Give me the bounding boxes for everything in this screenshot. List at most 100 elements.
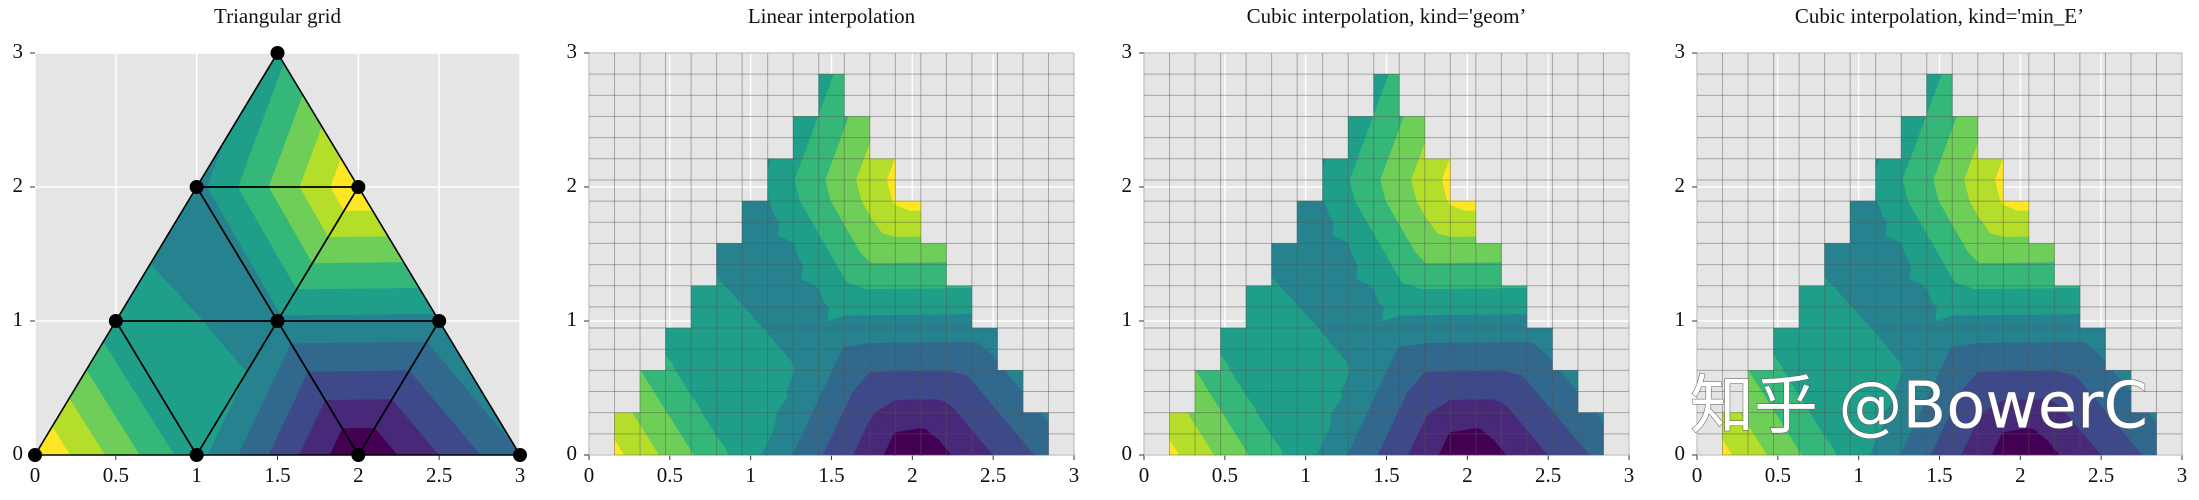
y-tick-label: 3 (567, 39, 578, 63)
node-marker (28, 448, 42, 462)
triangle-edge (276, 186, 360, 322)
contour-band (1971, 143, 1979, 160)
contour-band (741, 200, 769, 223)
contour-band (1824, 435, 1834, 456)
panel: Cubic interpolation, kind='min_E’ 0 0.5 1 1.… (1675, 4, 2188, 487)
contour-band (767, 158, 795, 181)
contour-band (1849, 304, 1852, 308)
x-tick-label: 0.5 (103, 463, 129, 487)
contour-band (2112, 370, 2132, 380)
x-tick-label: 0 (584, 463, 595, 487)
triangle-edge (195, 186, 279, 322)
contour-band (1004, 370, 1024, 380)
x-tick-label: 2.5 (1535, 463, 1561, 487)
y-tick-label: 1 (1122, 307, 1133, 331)
contour-band (741, 304, 744, 308)
contour-band (1559, 370, 1579, 380)
y-tick-label: 2 (1675, 173, 1686, 197)
x-tick-label: 2.5 (426, 463, 452, 487)
contour-band (1296, 200, 1324, 223)
panel-title: Cubic interpolation, kind='min_E’ (1795, 4, 2084, 28)
panel: Triangular grid 0 0.5 1 1.5 2 2.5 3 0 1 2 3 (13, 4, 527, 487)
x-tick-label: 2 (1462, 463, 1473, 487)
x-tick-label: 0 (1692, 463, 1703, 487)
contour-band (1773, 409, 1775, 414)
contour-band (690, 285, 718, 308)
triangle-edge (195, 52, 279, 188)
triangle-edge (115, 320, 198, 456)
triangle-edge (34, 320, 117, 456)
contour-band (1322, 333, 1331, 350)
contour-band (1849, 200, 1877, 223)
x-tick-label: 2 (907, 463, 918, 487)
x-tick-label: 3 (2177, 463, 2188, 487)
y-tick-label: 2 (567, 173, 578, 197)
y-tick-label: 3 (1675, 39, 1686, 63)
contour-band (690, 395, 700, 414)
node-marker (270, 46, 285, 60)
contour-band (828, 73, 846, 88)
node-marker (189, 180, 204, 194)
contour-band (1194, 424, 1199, 435)
contour-band (1169, 412, 1191, 435)
contour-band (1271, 243, 1298, 266)
contour-band (280, 287, 436, 316)
contour-band (1220, 409, 1222, 414)
node-marker (189, 448, 204, 462)
contour-band (716, 276, 722, 287)
x-tick-label: 3 (515, 463, 526, 487)
contour-band (1747, 370, 1758, 393)
contour-band (843, 116, 871, 139)
x-tick-label: 1.5 (1373, 463, 1399, 487)
y-tick-label: 0 (567, 441, 578, 465)
contour-band (1595, 412, 1605, 417)
x-tick-label: 3 (1624, 463, 1635, 487)
contour-band (1773, 354, 1781, 372)
x-tick-label: 1 (745, 463, 756, 487)
contour-band (1773, 327, 1800, 350)
contour-band (716, 435, 726, 456)
contour-band (1798, 395, 1808, 414)
y-tick-label: 1 (13, 307, 24, 331)
contour-band (1271, 276, 1277, 287)
y-tick-label: 0 (1675, 441, 1686, 465)
contour-band (767, 333, 776, 350)
contour-band (639, 424, 644, 435)
x-tick-label: 1.5 (264, 463, 290, 487)
node-marker (351, 180, 366, 194)
triangle-edge (276, 52, 360, 188)
panel-title: Triangular grid (214, 4, 341, 28)
x-tick-label: 2 (353, 463, 364, 487)
x-tick-label: 3 (1069, 463, 1080, 487)
x-tick-label: 0 (1139, 463, 1150, 487)
contour-band (290, 341, 428, 372)
x-tick-label: 1 (1853, 463, 1864, 487)
y-tick-label: 1 (567, 307, 578, 331)
x-tick-label: 0.5 (657, 463, 683, 487)
panel: Cubic interpolation, kind='geom’ 0 0.5 1 1.5… (1122, 4, 1635, 487)
contour-band (1824, 243, 1851, 266)
contour-band (1245, 450, 1248, 456)
contour-band (1951, 116, 1979, 139)
x-tick-label: 1.5 (1926, 463, 1952, 487)
contour-band (1169, 439, 1177, 456)
contour-band (1245, 285, 1273, 308)
panel: Linear interpolation 0 0.5 1 1.5 2 2.5 3 0 1 2 3 (567, 4, 1080, 487)
y-tick-label: 3 (1122, 39, 1133, 63)
node-marker (270, 314, 285, 328)
contour-band (1271, 435, 1281, 456)
node-marker (351, 448, 366, 462)
contour-band (1798, 450, 1801, 456)
triangle-edge (438, 320, 521, 456)
x-tick-label: 2 (2015, 463, 2026, 487)
contour-band (614, 412, 636, 435)
contour-band (1798, 285, 1826, 308)
node-marker (108, 314, 123, 328)
y-tick-label: 0 (1122, 441, 1133, 465)
triangle-edge (357, 320, 440, 456)
contour-band (1875, 333, 1884, 350)
node-marker (432, 314, 447, 328)
contour-band (863, 143, 871, 160)
contour-band (1875, 158, 1903, 181)
contour-band (1194, 370, 1205, 393)
